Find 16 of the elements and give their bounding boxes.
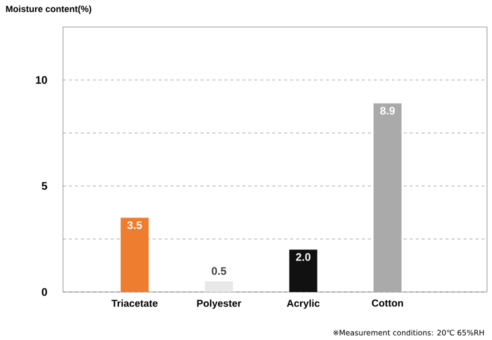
x-tick-label: Polyester [197,300,242,309]
data-label: 2.0 [296,253,310,261]
bar [289,250,318,292]
bar [374,103,402,292]
x-tick-label: Acrylic [286,300,320,309]
y-axis-title: Moisture content(%) [6,6,92,14]
x-tick-label: Triacetate [112,300,158,307]
y-tick-label: 5 [42,182,48,190]
y-tick-label: 10 [36,76,48,84]
x-tick-label: Cotton [372,300,403,307]
bar [120,218,149,292]
data-label: 3.5 [127,221,142,230]
data-label: 8.9 [380,106,395,115]
data-label: 0.5 [212,267,226,275]
y-tick-label: 0 [42,288,48,296]
bar [204,281,233,292]
